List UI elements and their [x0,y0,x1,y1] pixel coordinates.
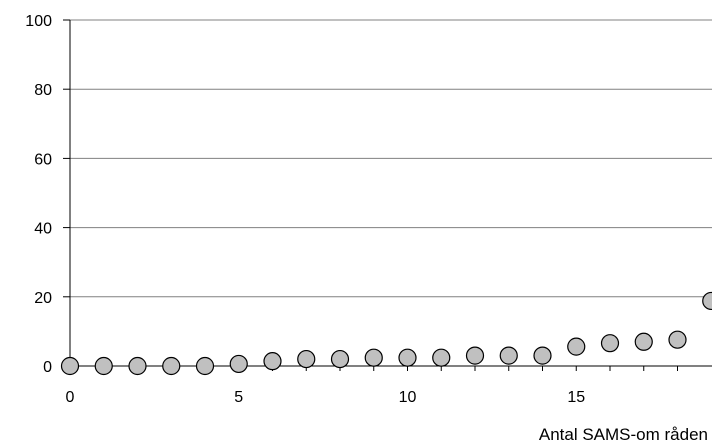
data-point [634,332,653,351]
data-points [60,291,712,376]
y-tick-label: 80 [34,82,52,99]
data-point [398,348,417,367]
y-tick-label: 60 [34,151,52,168]
data-point [668,330,687,349]
data-point [567,337,586,356]
x-axis-ticks: 0 5 10 15 [66,366,678,406]
x-tick-label: 15 [567,389,585,406]
data-point [600,334,620,353]
y-tick-label: 20 [34,290,52,307]
gridlines [70,19,712,298]
data-point [128,356,147,376]
data-point [94,356,113,376]
data-point [499,346,518,365]
data-point [432,348,451,367]
data-point [263,352,282,371]
data-point [702,291,712,311]
data-point [330,349,350,369]
data-point [465,346,485,365]
data-point [60,356,80,376]
data-point [195,356,215,376]
x-axis-title: Antal SAMS-om råden [539,425,708,444]
x-tick-label: 10 [399,389,417,406]
x-tick-label: 0 [66,389,75,406]
y-tick-label: 0 [43,359,52,376]
y-axis-ticks: 0 20 40 60 80 100 [25,13,70,376]
y-tick-label: 100 [25,13,52,30]
data-point [297,349,316,369]
x-tick-label: 5 [234,389,243,406]
data-point [533,346,552,365]
axes [69,20,712,367]
data-point [364,348,383,367]
y-tick-label: 40 [34,221,52,238]
data-point [162,356,181,376]
data-point [229,354,248,374]
